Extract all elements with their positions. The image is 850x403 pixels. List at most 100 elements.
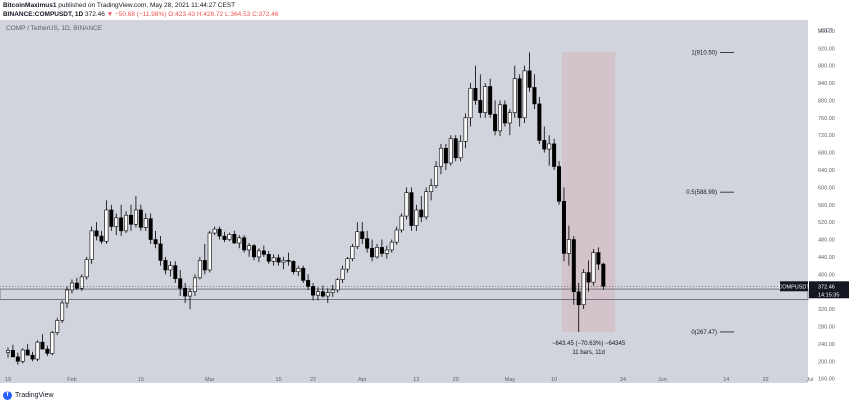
candle-body — [429, 185, 434, 193]
price-change: ▼ −50.68 (−11.98%) — [106, 11, 167, 18]
candle-body — [389, 241, 394, 251]
candle-body — [207, 232, 212, 271]
x-tick-label: 10 — [551, 377, 557, 383]
candle-body — [50, 332, 55, 354]
x-tick-label: 20 — [453, 377, 459, 383]
candle-body — [74, 282, 79, 289]
candle-body — [502, 104, 507, 124]
candle-body — [197, 260, 202, 279]
candle-body — [483, 86, 488, 113]
candle-body — [320, 291, 325, 297]
candle-body — [266, 254, 271, 262]
candle-body — [291, 260, 296, 273]
candle-body — [488, 86, 493, 115]
candle-body — [547, 143, 552, 150]
x-tick-label: 12 — [413, 377, 419, 383]
x-tick-label: Jun — [658, 377, 667, 383]
candle-body — [365, 238, 370, 249]
y-tick-label: 280.00 — [818, 324, 835, 330]
candle-body — [119, 217, 124, 232]
candle-body — [30, 354, 35, 360]
price-tag: 372.46 — [818, 284, 835, 290]
candle-body — [399, 215, 404, 231]
tradingview-logo-icon[interactable]: T — [3, 391, 12, 400]
candle-body — [133, 209, 138, 225]
candle-body — [192, 277, 197, 293]
candle-body — [463, 117, 468, 142]
fib-level-label: 1(910.50) — [691, 50, 717, 56]
x-tick-label: May — [505, 377, 516, 383]
y-tick-label: 440.00 — [818, 255, 835, 261]
price-axis[interactable] — [808, 20, 850, 383]
candle-body — [301, 267, 306, 281]
y-tick-label: 400.00 — [818, 272, 835, 278]
candle-body — [374, 247, 379, 258]
candle-body — [561, 200, 566, 254]
candle-body — [271, 257, 276, 262]
candle-body — [522, 70, 527, 119]
chart-header: BitcoinMaximus1 published on TradingView… — [0, 0, 850, 20]
y-tick-label: 720.00 — [818, 133, 835, 139]
candle-body — [242, 237, 247, 251]
y-tick-label: 240.00 — [818, 342, 835, 348]
candle-body — [370, 247, 375, 258]
publish-text: published on TradingView.com, May 28, 20… — [58, 2, 236, 9]
plot-area[interactable] — [0, 20, 808, 383]
measure-change-label: −643.45 (−70.63%) −64345 — [552, 341, 626, 347]
candle-body — [404, 192, 409, 217]
candle-body — [468, 87, 473, 119]
symbol-tag: COMPUSDT — [778, 284, 810, 290]
candle-body — [330, 289, 335, 293]
time-axis[interactable] — [0, 383, 808, 389]
x-tick-label: 22 — [310, 377, 316, 383]
y-tick-label: 160.00 — [818, 377, 835, 383]
candle-body — [10, 350, 15, 358]
candle-body — [143, 218, 148, 228]
candle-body — [311, 286, 316, 296]
candle-body — [512, 78, 517, 113]
tradingview-brand[interactable]: TradingView — [15, 392, 54, 399]
candle-body — [566, 239, 571, 254]
candle-body — [94, 230, 99, 237]
candle-body — [163, 260, 168, 271]
candle-body — [345, 258, 350, 270]
candle-body — [596, 252, 601, 265]
candle-body — [478, 100, 483, 113]
author-name[interactable]: BitcoinMaximus1 — [3, 2, 57, 9]
candle-body — [212, 228, 217, 234]
y-tick-label: 320.00 — [818, 307, 835, 313]
x-tick-label: 15 — [276, 377, 282, 383]
candle-body — [306, 280, 311, 287]
candle-body — [591, 252, 596, 283]
candle-body — [60, 302, 65, 321]
candle-body — [109, 209, 114, 227]
candle-body — [517, 78, 522, 119]
candle-body — [237, 237, 242, 244]
horizontal-zone — [0, 288, 809, 300]
candle-body — [173, 265, 178, 279]
candle-body — [315, 291, 320, 296]
candle-body — [552, 143, 557, 167]
candle-body — [542, 140, 547, 150]
candle-body — [350, 246, 355, 259]
candle-body — [384, 249, 389, 254]
y-tick-label: 680.00 — [818, 151, 835, 157]
candle-body — [453, 138, 458, 159]
y-tick-label: 640.00 — [818, 168, 835, 174]
y-tick-label: 840.00 — [818, 81, 835, 87]
candle-body — [79, 276, 84, 289]
y-tick-label: 600.00 — [818, 185, 835, 191]
candle-body — [355, 231, 360, 247]
candle-body — [325, 292, 330, 297]
candle-body — [493, 114, 498, 132]
x-tick-label: 14 — [723, 377, 729, 383]
candle-body — [256, 250, 261, 258]
candle-body — [40, 341, 45, 350]
candle-body — [148, 218, 153, 240]
candle-body — [586, 272, 591, 283]
fib-level-label: 0.5(588.99) — [686, 190, 717, 196]
candle-body — [153, 239, 158, 245]
x-tick-label: Feb — [67, 377, 76, 383]
symbol-name: BINANCE:COMPUSDT, 1D — [3, 11, 84, 18]
candle-body — [537, 103, 542, 141]
